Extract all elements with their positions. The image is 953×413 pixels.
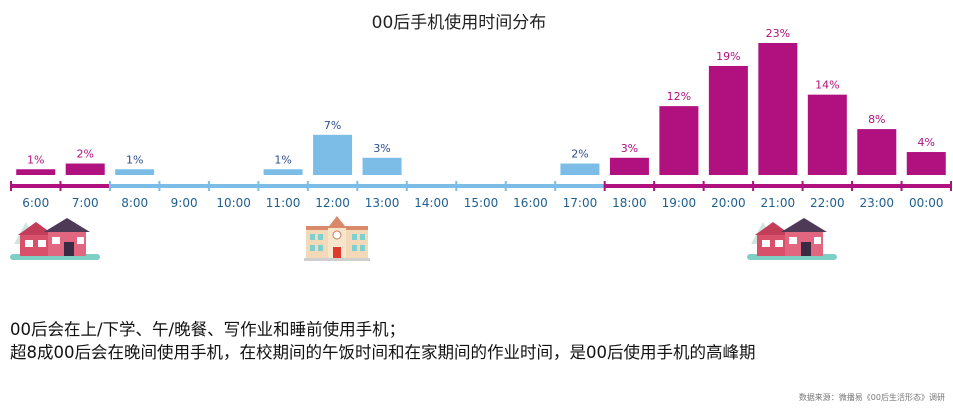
house-icon xyxy=(747,218,837,260)
tick-label-7:00: 7:00 xyxy=(72,196,99,210)
value-label-20:00: 19% xyxy=(716,50,740,63)
bar-8:00 xyxy=(115,169,155,175)
tick-label-21:00: 21:00 xyxy=(761,196,796,210)
tick-label-12:00: 12:00 xyxy=(315,196,350,210)
bar-20:00 xyxy=(708,65,748,175)
chart-title: 00后手机使用时间分布 xyxy=(372,12,547,33)
school-icon xyxy=(304,216,370,261)
value-label-6:00: 1% xyxy=(27,153,44,166)
bar-7:00 xyxy=(65,163,105,175)
tick-label-20:00: 20:00 xyxy=(711,196,746,210)
timeline-axis: 6:00 7:00 8:00 9:00 10:00 11:00 12:00 13:00 14:0… xyxy=(10,181,952,210)
value-label-13:00: 3% xyxy=(373,142,390,155)
value-label-7:00: 2% xyxy=(76,148,93,161)
tick-label-9:00: 9:00 xyxy=(171,196,198,210)
value-label-17:00: 2% xyxy=(571,148,588,161)
value-label-21:00: 23% xyxy=(766,27,790,40)
bar-19:00 xyxy=(659,106,699,175)
bar-00:00 xyxy=(906,152,946,175)
bars: 1% 2% 1% 1% 7% 3% 2% 3% 12% 19% 23% 14% 8% 4% xyxy=(16,27,946,175)
tick-label-18:00: 18:00 xyxy=(612,196,647,210)
value-label-00:00: 4% xyxy=(918,136,935,149)
bar-21:00 xyxy=(758,43,798,175)
value-label-8:00: 1% xyxy=(126,153,143,166)
chart: 00后手机使用时间分布 1% 2% 1% 1% 7% 3% 2% 3% 12% 19% 23% 14%… xyxy=(10,12,952,261)
tick-label-17:00: 17:00 xyxy=(563,196,598,210)
icons xyxy=(10,216,837,261)
value-label-19:00: 12% xyxy=(667,90,691,103)
bar-11:00 xyxy=(263,169,303,175)
description-line-1: 00后会在上/下学、午/晚餐、写作业和睡前使用手机； xyxy=(10,320,406,339)
tick-label-8:00: 8:00 xyxy=(121,196,148,210)
value-label-22:00: 14% xyxy=(815,79,839,92)
value-label-23:00: 8% xyxy=(868,113,885,126)
tick-label-13:00: 13:00 xyxy=(365,196,400,210)
bar-17:00 xyxy=(560,163,600,175)
bar-12:00 xyxy=(313,134,353,175)
tick-label-14:00: 14:00 xyxy=(414,196,449,210)
tick-label-19:00: 19:00 xyxy=(662,196,697,210)
value-label-12:00: 7% xyxy=(324,119,341,132)
house-icon xyxy=(10,218,100,260)
bar-22:00 xyxy=(807,94,847,175)
tick-label-22:00: 22:00 xyxy=(810,196,845,210)
tick-label-11:00: 11:00 xyxy=(266,196,301,210)
bar-18:00 xyxy=(609,157,649,175)
tick-label-10:00: 10:00 xyxy=(216,196,251,210)
value-label-18:00: 3% xyxy=(621,142,638,155)
bar-23:00 xyxy=(857,129,897,175)
description-line-2: 超8成00后会在晚间使用手机，在校期间的午饭时间和在家期间的作业时间，是00后使… xyxy=(10,343,756,362)
value-label-11:00: 1% xyxy=(274,153,291,166)
tick-label-00:00: 00:00 xyxy=(909,196,944,210)
bar-6:00 xyxy=(16,169,56,175)
bar-13:00 xyxy=(362,157,402,175)
tick-label-6:00: 6:00 xyxy=(22,196,49,210)
tick-label-23:00: 23:00 xyxy=(859,196,894,210)
tick-label-15:00: 15:00 xyxy=(464,196,499,210)
data-source: 数据来源：微播易《00后生活形态》调研 xyxy=(798,393,945,402)
tick-label-16:00: 16:00 xyxy=(513,196,548,210)
